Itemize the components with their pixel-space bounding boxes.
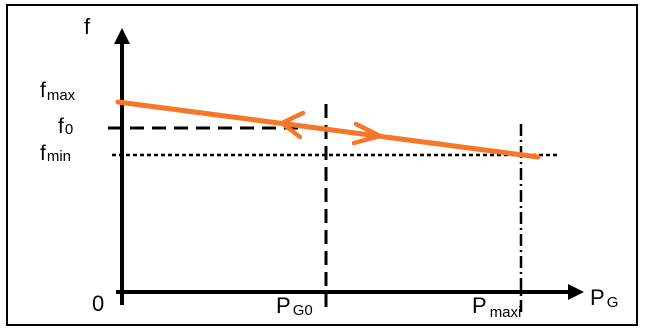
pmaxi-label-main: P bbox=[472, 293, 487, 318]
fmin-label-sub: min bbox=[47, 148, 71, 165]
diagram-frame bbox=[6, 4, 638, 326]
right-arrowhead-icon bbox=[351, 121, 383, 146]
f0-label-sub: 0 bbox=[65, 121, 73, 138]
y-axis-label: f bbox=[84, 14, 91, 39]
origin-label: 0 bbox=[92, 291, 104, 316]
fmin-label-main: f bbox=[40, 142, 46, 165]
x-axis-label-main: P bbox=[590, 285, 605, 310]
fmax-label-main: f bbox=[40, 79, 46, 102]
fmin-label: fmin bbox=[40, 142, 71, 165]
fmax-label: fmax bbox=[40, 79, 76, 104]
left-arrowhead-icon bbox=[279, 110, 306, 140]
fmax-label-sub: max bbox=[47, 87, 76, 104]
pmaxi-label-sub: maxi bbox=[490, 304, 522, 321]
f0-label: f0 bbox=[58, 115, 73, 138]
x-axis-label-sub: G bbox=[607, 294, 619, 311]
x-axis-arrow-icon bbox=[568, 284, 584, 300]
operating-point-arrow-shaft bbox=[289, 122, 373, 137]
pg0-label-sub: G0 bbox=[293, 302, 313, 319]
pg0-label-main: P bbox=[276, 293, 291, 318]
pg0-label: P G0 bbox=[276, 293, 313, 319]
y-axis-arrow-icon bbox=[114, 28, 130, 44]
f0-label-main: f bbox=[58, 115, 64, 138]
